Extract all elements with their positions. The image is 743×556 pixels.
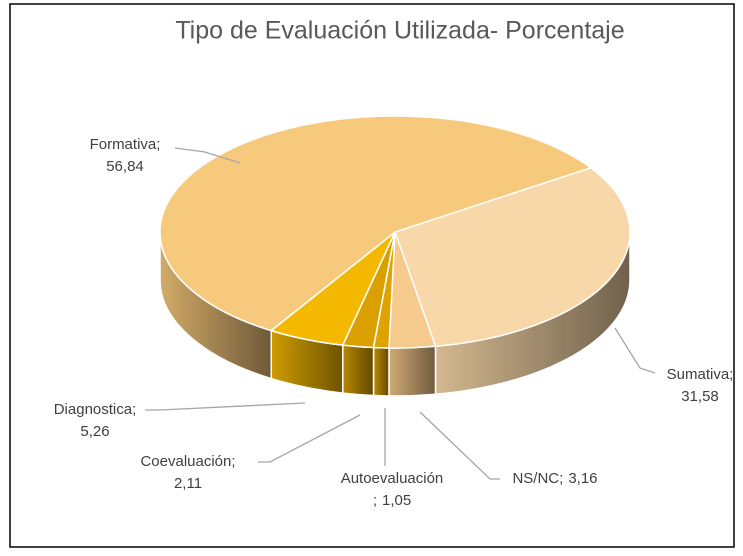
label-name: Coevaluación [140,453,231,470]
chart-title: Tipo de Evaluación Utilizada- Porcentaje [175,17,624,45]
data-label: NS/NC; 3,16 [512,470,597,487]
label-value: 1,05 [382,492,411,509]
data-label: Formativa; [90,136,161,153]
data-label: Coevaluación; [140,453,235,470]
label-separator: ; [231,453,235,470]
data-label: Sumativa; [667,366,734,383]
label-separator: ; [132,401,136,418]
data-label: 56,84 [106,158,144,175]
pie-sides [159,231,631,397]
label-name: Autoevaluación [341,470,444,487]
pie-slice [159,115,593,332]
data-label: ; 1,05 [373,492,411,509]
label-separator: ; [729,366,733,383]
leader-line [614,327,656,374]
data-label: Diagnostica; [54,401,137,418]
pie-tops [159,115,631,349]
data-label: Autoevaluación [341,470,444,487]
pie-slice [394,166,631,348]
pie-side [342,344,375,397]
data-label: 5,26 [80,423,109,440]
label-name: Diagnostica [54,401,133,418]
label-name: Formativa [90,136,157,153]
pie-side [388,345,437,397]
label-value: 56,84 [106,158,144,175]
label-separator: ; [373,492,377,509]
label-value: 3,16 [568,470,597,487]
pie-side [372,346,390,397]
leader-line [258,414,361,463]
leader-line [174,147,241,164]
label-name: Sumativa [667,366,730,383]
label-separator: ; [156,136,160,153]
label-separator: ; [559,470,563,487]
data-label: 2,11 [174,475,202,492]
label-value: 31,58 [681,388,719,405]
label-value: 2,11 [174,475,202,492]
data-label: 31,58 [681,388,719,405]
leader-line [419,411,500,480]
leader-line [145,402,306,411]
label-value: 5,26 [80,423,109,440]
label-name: NS/NC [512,470,559,487]
